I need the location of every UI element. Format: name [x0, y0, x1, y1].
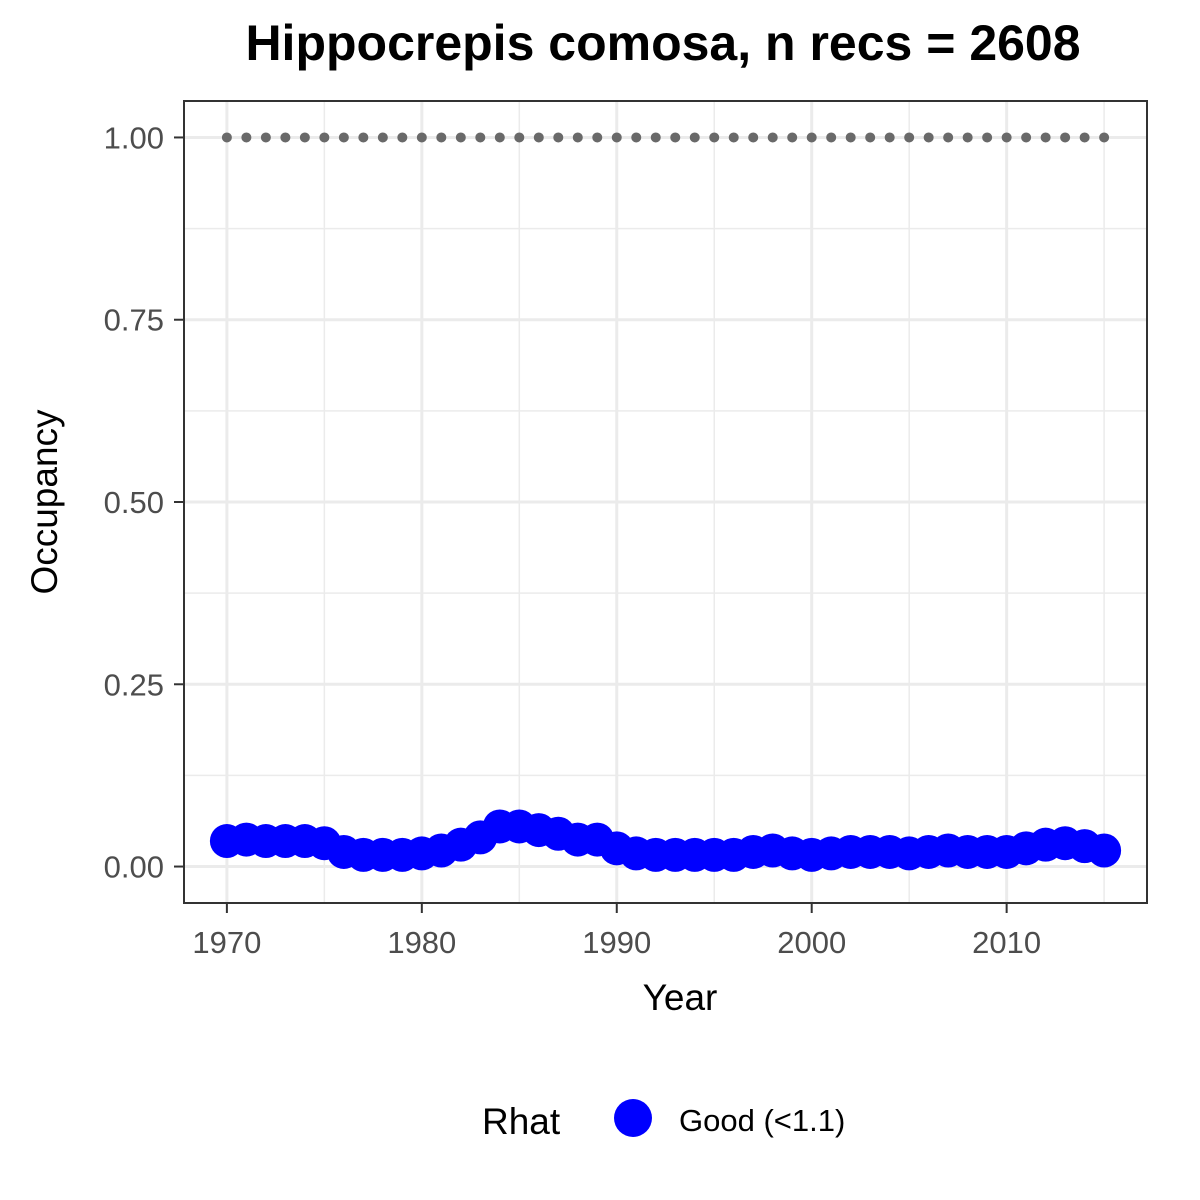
point-upper-bound	[358, 132, 369, 143]
point-upper-bound	[670, 132, 681, 143]
legend-label-good: Good (<1.1)	[679, 1103, 845, 1138]
legend: Rhat Good (<1.1)	[482, 1099, 845, 1142]
point-upper-bound	[221, 132, 232, 143]
x-axis-title: Year	[643, 977, 718, 1018]
point-upper-bound	[280, 132, 291, 143]
point-upper-bound	[943, 132, 954, 143]
point-upper-bound	[416, 132, 427, 143]
point-upper-bound	[475, 132, 486, 143]
chart-title: Hippocrepis comosa, n recs = 2608	[245, 15, 1081, 71]
point-upper-bound	[533, 132, 544, 143]
y-tick-label: 1.00	[104, 120, 164, 155]
y-tick-label: 0.00	[104, 850, 164, 885]
point-upper-bound	[806, 132, 817, 143]
y-tick-label: 0.25	[104, 667, 164, 702]
point-upper-bound	[338, 132, 349, 143]
x-tick-label: 2000	[777, 925, 846, 960]
point-upper-bound	[884, 132, 895, 143]
point-upper-bound	[299, 132, 310, 143]
series-layer	[209, 132, 1122, 872]
point-upper-bound	[397, 132, 408, 143]
point-upper-bound	[553, 132, 564, 143]
point-upper-bound	[631, 132, 642, 143]
point-upper-bound	[514, 132, 525, 143]
point-upper-bound	[904, 132, 915, 143]
point-upper-bound	[923, 132, 934, 143]
point-upper-bound	[1079, 132, 1090, 143]
point-upper-bound	[826, 132, 837, 143]
point-upper-bound	[611, 132, 622, 143]
x-tick-label: 1970	[192, 925, 261, 960]
point-upper-bound	[1040, 132, 1051, 143]
point-upper-bound	[592, 132, 603, 143]
point-upper-bound	[1021, 132, 1032, 143]
point-upper-bound	[689, 132, 700, 143]
point-upper-bound	[728, 132, 739, 143]
point-upper-bound	[650, 132, 661, 143]
point-upper-bound	[241, 132, 252, 143]
y-tick-label: 0.50	[104, 485, 164, 520]
point-upper-bound	[962, 132, 973, 143]
point-upper-bound	[982, 132, 993, 143]
point-upper-bound	[260, 132, 271, 143]
point-upper-bound	[1099, 132, 1110, 143]
point-upper-bound	[865, 132, 876, 143]
point-upper-bound	[1001, 132, 1012, 143]
grid-minor	[184, 101, 1147, 903]
point-upper-bound	[436, 132, 447, 143]
x-axis: 1970 1980 1990 2000 2010	[192, 903, 1041, 960]
point-upper-bound	[455, 132, 466, 143]
legend-title: Rhat	[482, 1101, 561, 1142]
point-upper-bound	[787, 132, 798, 143]
x-tick-label: 2010	[972, 925, 1041, 960]
point-upper-bound	[709, 132, 720, 143]
x-tick-label: 1990	[582, 925, 651, 960]
point-upper-bound	[377, 132, 388, 143]
x-tick-label: 1980	[387, 925, 456, 960]
y-axis: 0.00 0.25 0.50 0.75 1.00	[104, 120, 184, 885]
legend-marker-good	[614, 1099, 652, 1137]
point-upper-bound	[748, 132, 759, 143]
y-axis-title: Occupancy	[24, 409, 65, 595]
point-upper-bound	[494, 132, 505, 143]
point-upper-bound	[1060, 132, 1071, 143]
point-upper-bound	[767, 132, 778, 143]
point-upper-bound	[319, 132, 330, 143]
y-tick-label: 0.75	[104, 303, 164, 338]
point-upper-bound	[845, 132, 856, 143]
point-upper-bound	[572, 132, 583, 143]
point-occupancy	[1087, 833, 1122, 868]
